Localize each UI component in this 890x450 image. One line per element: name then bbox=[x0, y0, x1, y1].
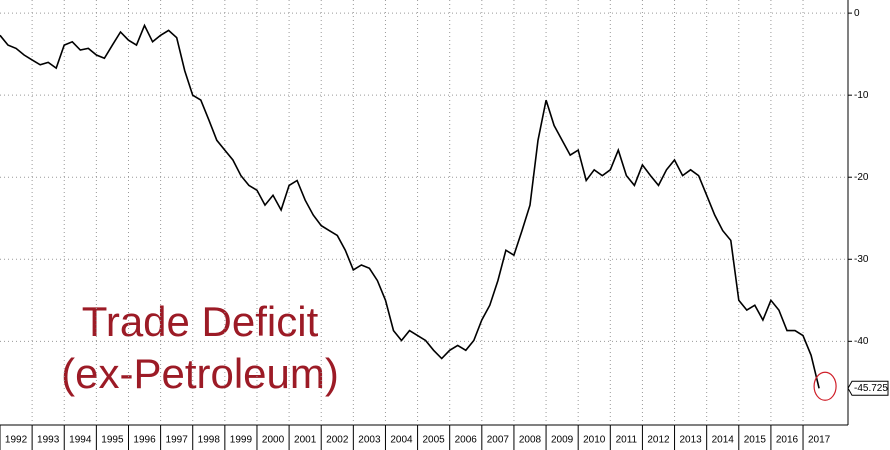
annotation: (ex-Petroleum) bbox=[61, 350, 339, 397]
x-tick-label: 1995 bbox=[101, 435, 124, 446]
x-tick-label: 1992 bbox=[5, 435, 28, 446]
x-tick-label: 2009 bbox=[551, 435, 574, 446]
y-tick-label: -30 bbox=[854, 254, 869, 265]
y-tick-label: -40 bbox=[854, 336, 869, 347]
x-tick-label: 2011 bbox=[616, 435, 638, 446]
y-tick-label: -10 bbox=[854, 90, 869, 101]
x-tick-label: 2014 bbox=[712, 435, 735, 446]
y-tick-label: 0 bbox=[854, 8, 860, 19]
x-tick-label: 2001 bbox=[294, 435, 317, 446]
x-tick-label: 1997 bbox=[166, 435, 189, 446]
x-tick-label: 2008 bbox=[519, 435, 542, 446]
x-tick-label: 2002 bbox=[326, 435, 349, 446]
x-tick-label: 2010 bbox=[583, 435, 606, 446]
x-tick-label: 2005 bbox=[423, 435, 446, 446]
last-value-label: -45.725 bbox=[854, 383, 888, 394]
x-tick-label: 2007 bbox=[487, 435, 510, 446]
x-tick-label: 2017 bbox=[808, 435, 831, 446]
x-tick-label: 2000 bbox=[262, 435, 285, 446]
x-tick-label: 2015 bbox=[744, 435, 767, 446]
x-tick-label: 1998 bbox=[198, 435, 221, 446]
x-tick-label: 1999 bbox=[230, 435, 253, 446]
x-tick-label: 2013 bbox=[679, 435, 702, 446]
highlight-circle bbox=[813, 371, 837, 401]
x-tick-label: 2003 bbox=[358, 435, 381, 446]
x-tick-label: 1993 bbox=[37, 435, 60, 446]
y-tick-label: -20 bbox=[854, 172, 869, 183]
annotation: Trade Deficit bbox=[82, 298, 319, 345]
data-line bbox=[0, 23, 820, 389]
x-tick-label: 1994 bbox=[69, 435, 92, 446]
x-tick-label: 2012 bbox=[647, 435, 670, 446]
last-value-box bbox=[847, 380, 889, 396]
x-tick-label: 2006 bbox=[455, 435, 478, 446]
x-tick-label: 1996 bbox=[133, 435, 156, 446]
x-tick-label: 2004 bbox=[390, 435, 413, 446]
x-tick-label: 2016 bbox=[776, 435, 799, 446]
